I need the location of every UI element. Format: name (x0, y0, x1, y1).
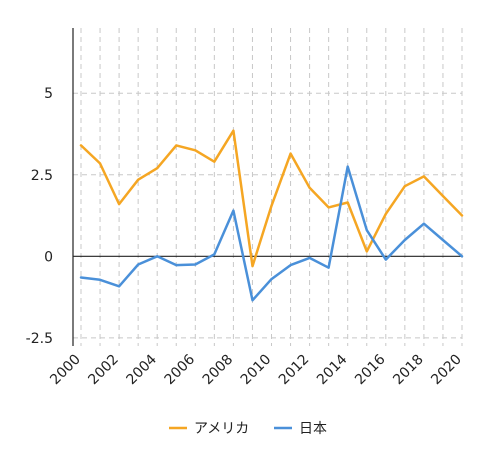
x-tick-label: 2006 (162, 351, 199, 388)
y-tick-label: 2.5 (31, 168, 53, 184)
x-tick-label: 2012 (276, 352, 313, 389)
legend-label-usa: アメリカ (194, 421, 249, 437)
axes (72, 28, 462, 346)
x-tick-label: 2018 (390, 352, 427, 389)
x-tick-label: 2008 (200, 352, 237, 389)
x-tick-label: 2010 (238, 352, 275, 389)
x-tick-label: 2002 (85, 352, 122, 389)
series-line-usa (79, 129, 464, 268)
x-tick-label: 2020 (428, 352, 465, 389)
x-tick-label: 2004 (124, 351, 161, 388)
y-tick-label: 0 (44, 249, 53, 265)
x-tick-label: 2016 (352, 351, 389, 388)
x-tick-label: 2014 (314, 351, 351, 388)
series-lines (79, 129, 464, 302)
legend: アメリカ 日本 (169, 421, 327, 437)
y-tick-label: -2.5 (26, 331, 53, 347)
legend-item-japan[interactable]: 日本 (274, 421, 327, 437)
series-line-japan (79, 165, 464, 302)
legend-item-usa[interactable]: アメリカ (169, 421, 249, 437)
legend-label-japan: 日本 (299, 421, 327, 437)
y-tick-label: 5 (44, 86, 53, 102)
grid (73, 28, 463, 346)
x-tick-label: 2000 (47, 352, 84, 389)
